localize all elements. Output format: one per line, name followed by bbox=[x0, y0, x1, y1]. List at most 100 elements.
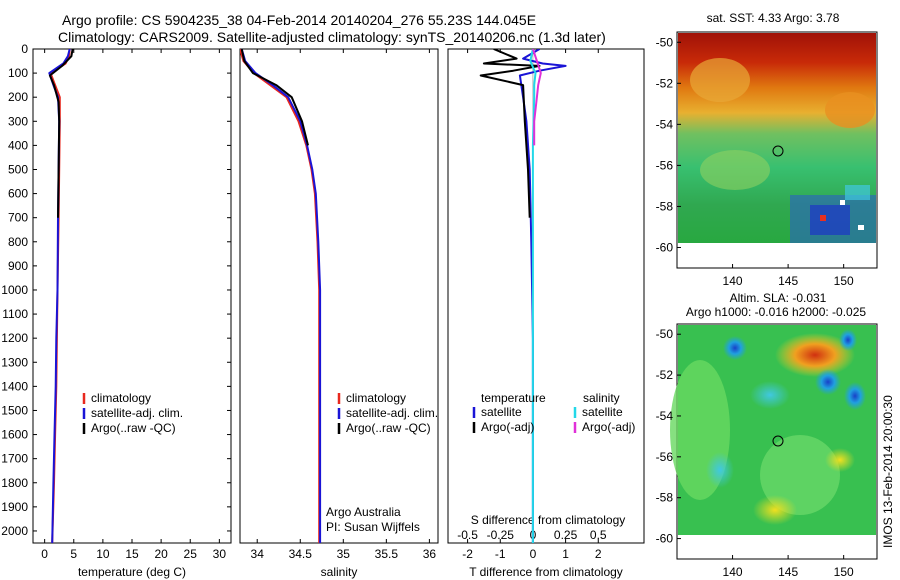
x-tick-label: 36 bbox=[423, 547, 437, 561]
legend-label: climatology bbox=[91, 391, 151, 405]
map-x-tick-label: 150 bbox=[834, 274, 854, 288]
series-line-satellite bbox=[529, 49, 537, 543]
imos-timestamp: IMOS 13-Feb-2014 20:00:30 bbox=[881, 395, 895, 548]
sla-map-title: Altim. SLA: -0.031 bbox=[730, 291, 827, 305]
x-tick-label: 20 bbox=[154, 547, 168, 561]
legend-header-salinity: salinity bbox=[583, 391, 620, 405]
x-tick-label: 35.5 bbox=[375, 547, 399, 561]
sla-map-subtitle: Argo h1000: -0.016 h2000: -0.025 bbox=[686, 305, 866, 319]
temperature-panel: 0100200300400500600700800900100011001200… bbox=[1, 42, 644, 579]
sst-map-panel: sat. SST: 4.33 Argo: 3.78 140 145 150 -50 -5… bbox=[656, 11, 878, 288]
sla-map-argo-marker bbox=[772, 435, 784, 447]
map-y-tick-label: -54 bbox=[656, 117, 674, 131]
legend-label: Argo(-adj) bbox=[481, 420, 534, 434]
sla-map-ticks: 140 145 150 -50 -52 -54 -56 -58 -60 bbox=[656, 327, 854, 579]
salinity-series bbox=[240, 49, 322, 543]
depth-tick-label: 300 bbox=[8, 114, 28, 128]
depth-tick-label: 400 bbox=[8, 138, 28, 152]
map-y-tick-label: -56 bbox=[656, 158, 674, 172]
depth-tick-label: 500 bbox=[8, 162, 28, 176]
map-x-tick-label: 150 bbox=[834, 565, 854, 579]
sst-map-ticks: 140 145 150 -50 -52 -54 -56 -58 -60 bbox=[656, 35, 854, 288]
depth-tick-label: 2000 bbox=[1, 524, 28, 538]
legend-label: Argo(-adj) bbox=[582, 420, 635, 434]
salinity-x-label: salinity bbox=[321, 565, 358, 579]
map-y-tick-label: -50 bbox=[656, 35, 674, 49]
map-y-tick-label: -52 bbox=[656, 76, 674, 90]
depth-tick-label: 600 bbox=[8, 187, 28, 201]
depth-tick-label: 1700 bbox=[1, 452, 28, 466]
x-tick-label: 10 bbox=[96, 547, 110, 561]
depth-tick-label: 0 bbox=[21, 42, 28, 56]
x-tick-label: 0 bbox=[41, 547, 48, 561]
top-tick-label: -0.25 bbox=[487, 528, 515, 542]
top-tick-label: 0.5 bbox=[590, 528, 607, 542]
top-tick-label: -0.5 bbox=[457, 528, 478, 542]
series-line-satellite bbox=[518, 49, 567, 543]
difference-legend: temperature salinity satelliteArgo(-adj)… bbox=[472, 391, 635, 434]
legend-label: satellite-adj. clim. bbox=[346, 406, 438, 420]
series-line-argo---raw--qc- bbox=[48, 49, 74, 218]
depth-tick-label: 700 bbox=[8, 211, 28, 225]
sla-map-panel: Altim. SLA: -0.031 Argo h1000: -0.016 h2… bbox=[656, 291, 878, 579]
legend-label: Argo(..raw -QC) bbox=[91, 421, 176, 435]
map-y-tick-label: -58 bbox=[656, 199, 674, 213]
salinity-annotation-2: PI: Susan Wijffels bbox=[326, 520, 420, 534]
top-tick-label: 0.25 bbox=[554, 528, 578, 542]
map-y-tick-label: -56 bbox=[656, 450, 674, 464]
salinity-panel: 34 34.5 35 35.5 36 salinity climatologysatel… bbox=[239, 48, 439, 579]
depth-tick-label: 800 bbox=[8, 235, 28, 249]
depth-tick-label: 1900 bbox=[1, 500, 28, 514]
temperature-x-label: temperature (deg C) bbox=[78, 565, 186, 579]
x-tick-label: 25 bbox=[184, 547, 198, 561]
x-tick-label: 34 bbox=[251, 547, 265, 561]
depth-tick-label: 1000 bbox=[1, 283, 28, 297]
x-tick-label: -1 bbox=[495, 547, 506, 561]
depth-tick-label: 1100 bbox=[2, 307, 28, 321]
depth-tick-label: 100 bbox=[8, 66, 28, 80]
difference-panel: -2 -1 0 1 2 -0.5 -0.25 0 0.25 0.5 S difference f… bbox=[447, 48, 645, 579]
x-tick-label: 0 bbox=[530, 547, 537, 561]
figure-title-line1: Argo profile: CS 5904235_38 04-Feb-2014 … bbox=[62, 12, 536, 28]
temperature-axes-frame bbox=[32, 48, 232, 544]
salinity-axes-frame bbox=[239, 48, 439, 544]
difference-axes-frame bbox=[447, 48, 645, 544]
map-x-tick-label: 140 bbox=[723, 274, 743, 288]
depth-tick-label: 200 bbox=[8, 90, 28, 104]
map-y-tick-label: -60 bbox=[656, 532, 674, 546]
map-y-tick-label: -54 bbox=[656, 409, 674, 423]
depth-tick-label: 1400 bbox=[1, 379, 28, 393]
depth-tick-label: 900 bbox=[8, 259, 28, 273]
map-y-tick-label: -60 bbox=[656, 240, 674, 254]
x-tick-label: 30 bbox=[213, 547, 227, 561]
figure-title-line2: Climatology: CARS2009. Satellite-adjuste… bbox=[58, 29, 606, 45]
series-line-argo--adj- bbox=[479, 49, 541, 218]
depth-tick-label: 1300 bbox=[1, 355, 28, 369]
x-tick-label: 35 bbox=[337, 547, 351, 561]
legend-header-temperature: temperature bbox=[481, 391, 546, 405]
x-tick-label: 2 bbox=[595, 547, 602, 561]
salinity-annotation-1: Argo Australia bbox=[326, 505, 401, 519]
map-y-tick-label: -52 bbox=[656, 368, 674, 382]
legend-label: Argo(..raw -QC) bbox=[346, 421, 431, 435]
difference-x-label: T difference from climatology bbox=[469, 565, 623, 579]
difference-top-axis-label: S difference from climatology bbox=[471, 513, 626, 527]
depth-tick-label: 1800 bbox=[1, 476, 28, 490]
x-tick-label: -2 bbox=[462, 547, 473, 561]
x-tick-label: 1 bbox=[562, 547, 569, 561]
sst-map-title: sat. SST: 4.33 Argo: 3.78 bbox=[707, 11, 840, 25]
salinity-x-ticks: 34 34.5 35 35.5 36 bbox=[251, 49, 437, 561]
temperature-x-ticks: 0 5 10 15 20 25 30 bbox=[41, 49, 226, 561]
series-line-argo--adj- bbox=[531, 49, 542, 146]
legend-label: satellite bbox=[481, 405, 522, 419]
sst-map-argo-marker bbox=[772, 145, 784, 157]
depth-tick-label: 1500 bbox=[1, 403, 28, 417]
depth-tick-label: 1200 bbox=[1, 331, 28, 345]
legend-label: satellite-adj. clim. bbox=[91, 406, 183, 420]
series-line-argo---raw--qc- bbox=[240, 49, 309, 146]
temperature-series bbox=[48, 49, 74, 543]
difference-series bbox=[479, 49, 567, 543]
